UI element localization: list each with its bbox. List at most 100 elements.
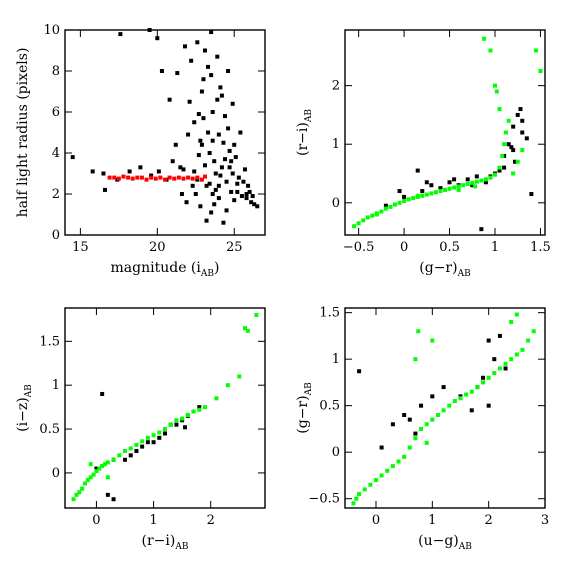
data-point [509, 145, 514, 150]
data-point [249, 200, 254, 205]
data-point [430, 338, 435, 343]
data-point [198, 138, 203, 143]
data-point [503, 361, 508, 366]
data-point [406, 197, 411, 202]
data-point [247, 189, 252, 194]
data-point [118, 32, 123, 37]
data-point [465, 182, 470, 187]
data-point [145, 435, 150, 440]
data-point [218, 173, 223, 178]
data-point [533, 48, 538, 53]
data-point [126, 175, 131, 180]
data-point [230, 101, 235, 106]
y-axis-label: (g−r)AB [295, 382, 314, 434]
data-point [70, 155, 75, 160]
data-point [441, 408, 446, 413]
data-point [483, 177, 488, 182]
x-tick-label: 0 [92, 513, 100, 528]
data-point [243, 167, 247, 172]
data-point [149, 173, 154, 178]
data-point [515, 112, 520, 117]
x-tick-label: 20 [149, 240, 166, 255]
panel-ug-gr: 0 1 2 3 −0.5 0 0.5 1 1.5 (u−g)AB (g−r)AB [295, 306, 549, 552]
data-point [479, 227, 484, 232]
data-point [433, 190, 438, 195]
x-tick-label: −0.5 [343, 240, 375, 255]
data-point [226, 126, 231, 131]
data-point [388, 204, 393, 209]
data-point [103, 187, 107, 192]
data-point [121, 174, 126, 179]
data-point [198, 204, 203, 209]
data-point [140, 444, 145, 449]
y-tick-label: 6 [52, 105, 60, 120]
data-point [415, 168, 420, 173]
x-axis-label: magnitude (iAB) [111, 260, 220, 279]
data-point [192, 169, 197, 174]
data-point [419, 403, 424, 408]
data-point [176, 175, 181, 180]
data-point [407, 417, 412, 422]
x-tick-label: 3 [541, 513, 549, 528]
data-point [354, 496, 359, 501]
y-tick-label: 0.5 [319, 399, 340, 414]
data-point [112, 175, 117, 180]
data-point [224, 208, 229, 213]
panel-gr-ri: −0.5 0 0.5 1 1.5 0 1 2 (g−r)AB (r−i)AB [295, 29, 551, 279]
data-point [94, 466, 99, 471]
data-point [155, 36, 160, 41]
data-point [230, 171, 235, 176]
data-point [415, 193, 420, 198]
data-point [458, 396, 463, 401]
x-tick-label: 0 [372, 513, 380, 528]
data-point [447, 186, 452, 191]
data-point [199, 89, 204, 94]
data-point [204, 218, 209, 223]
data-point [469, 408, 474, 413]
data-point [236, 175, 241, 180]
data-point [203, 174, 207, 179]
data-point [203, 163, 207, 168]
data-point [157, 435, 162, 440]
data-point [216, 132, 221, 137]
data-point [397, 200, 402, 205]
data-point [101, 171, 106, 176]
data-point [402, 199, 407, 204]
y-tick-label: 1 [332, 352, 340, 367]
data-point [482, 36, 487, 41]
plot-frame [344, 29, 546, 236]
data-point [357, 369, 362, 374]
data-point [105, 492, 110, 497]
data-point [189, 58, 194, 63]
y-tick-label: 2 [52, 187, 60, 202]
data-point [383, 206, 388, 211]
data-point [134, 448, 139, 453]
data-point [226, 69, 231, 73]
data-point [520, 148, 525, 153]
data-point [493, 172, 497, 177]
data-point [88, 462, 93, 467]
data-point [111, 497, 116, 502]
data-point [402, 454, 407, 459]
data-point [464, 392, 469, 397]
data-point [368, 482, 373, 487]
data-point [424, 180, 429, 185]
data-point [210, 138, 215, 143]
data-point [396, 459, 401, 464]
data-point [370, 213, 375, 218]
data-point [201, 77, 206, 82]
data-point [178, 165, 183, 170]
data-point [456, 187, 461, 192]
data-point [174, 422, 179, 427]
data-point [85, 477, 90, 482]
data-point [209, 73, 214, 78]
y-tick-label: 4 [52, 146, 60, 161]
data-point [255, 204, 260, 209]
data-point [246, 183, 251, 188]
data-point [174, 418, 179, 423]
data-point [514, 352, 519, 357]
data-point [526, 338, 531, 343]
data-point [492, 357, 497, 362]
data-point [511, 171, 516, 176]
